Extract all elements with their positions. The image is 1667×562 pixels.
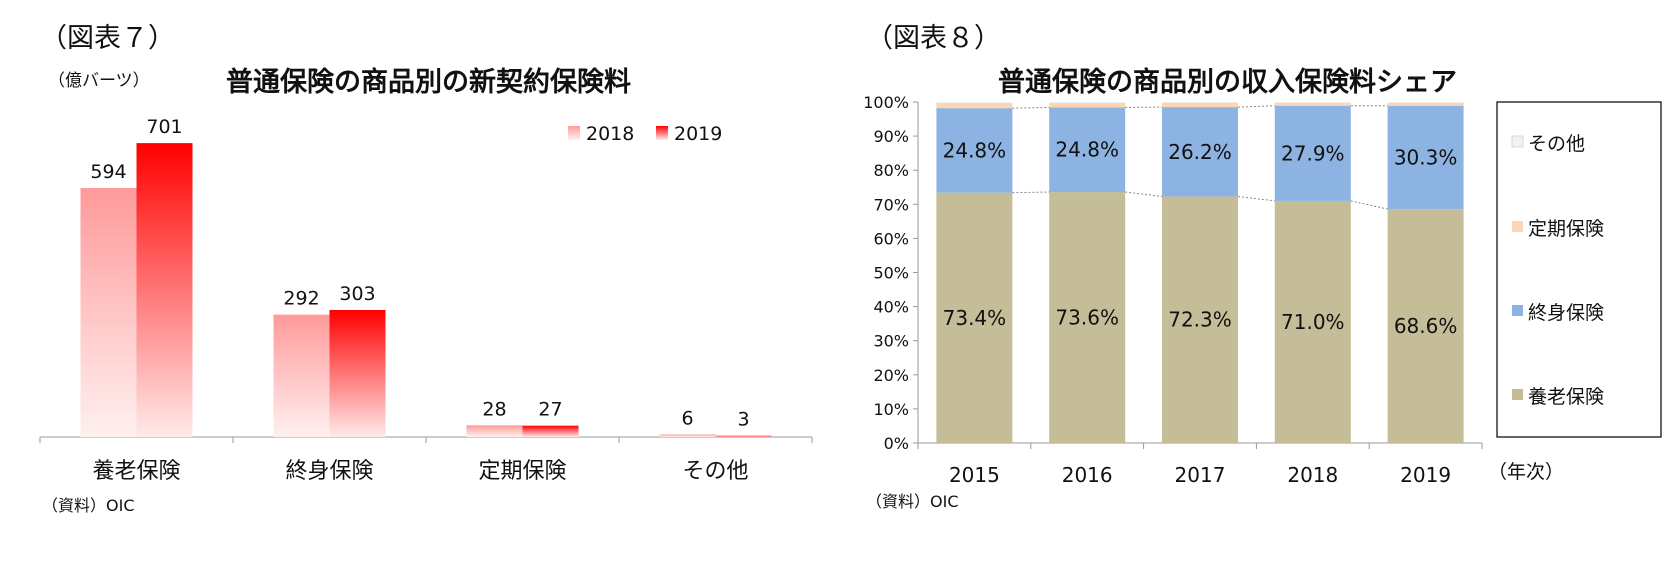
right-data-label: 71.0% xyxy=(1281,310,1345,334)
left-data-label: 292 xyxy=(283,288,319,310)
right-legend-label: 定期保険 xyxy=(1528,218,1604,240)
right-bar-定期保険 xyxy=(1274,102,1351,106)
left-legend-swatch-2018 xyxy=(568,126,580,140)
right-y-tick-label: 30% xyxy=(873,332,909,351)
right-y-tick-label: 60% xyxy=(873,229,909,248)
left-bar-2019 xyxy=(329,309,386,437)
right-bar-養老保険 xyxy=(1162,196,1238,443)
left-data-label: 28 xyxy=(482,398,506,420)
right-y-tick-label: 0% xyxy=(884,434,909,453)
right-source: （資料）OIC xyxy=(866,492,959,511)
left-bar-2019 xyxy=(522,425,579,437)
right-legend-swatch xyxy=(1511,135,1524,148)
right-y-tick-label: 70% xyxy=(873,195,909,214)
right-bar-終身保険 xyxy=(1387,105,1464,210)
left-data-label: 3 xyxy=(737,409,749,431)
left-legend-label: 2018 xyxy=(586,123,634,145)
right-legend-swatch xyxy=(1512,389,1523,400)
right-y-tick-label: 100% xyxy=(863,93,909,112)
right-bar-定期保険 xyxy=(936,103,1013,109)
right-y-tick-label: 10% xyxy=(873,400,909,419)
right-bar-定期保険 xyxy=(1049,103,1126,108)
right-category-label: 2018 xyxy=(1287,463,1338,487)
right-x-unit: （年次） xyxy=(1488,461,1564,483)
right-data-label: 30.3% xyxy=(1394,145,1458,169)
left-category-label: 終身保険 xyxy=(285,459,373,484)
right-category-label: 2016 xyxy=(1062,463,1113,487)
left-data-label: 27 xyxy=(538,399,562,421)
right-data-label: 73.6% xyxy=(1055,306,1119,330)
right-bar-終身保険 xyxy=(1274,105,1351,201)
left-category-label: 定期保険 xyxy=(478,459,566,484)
right-bar-養老保険 xyxy=(936,192,1013,443)
right-bar-その他 xyxy=(1162,102,1238,103)
left-bar-2018 xyxy=(466,425,523,437)
right-bar-養老保険 xyxy=(1387,209,1464,443)
right-y-tick-label: 40% xyxy=(873,298,909,317)
figure-label-7: （図表７） xyxy=(40,23,175,54)
right-y-tick-label: 20% xyxy=(873,366,909,385)
right-data-label: 26.2% xyxy=(1168,140,1232,164)
right-data-label: 72.3% xyxy=(1168,308,1232,332)
left-category-label: その他 xyxy=(682,459,748,484)
right-legend-swatch xyxy=(1512,221,1523,232)
left-data-label: 594 xyxy=(90,161,126,183)
right-bar-終身保険 xyxy=(936,108,1013,193)
right-data-label: 27.9% xyxy=(1281,141,1345,165)
left-bar-2019 xyxy=(715,435,772,437)
right-series-connector xyxy=(1125,191,1163,197)
right-category-label: 2015 xyxy=(949,463,1000,487)
right-category-label: 2017 xyxy=(1175,463,1226,487)
right-bar-その他 xyxy=(936,102,1013,104)
left-bar-2018 xyxy=(659,434,716,437)
right-legend-swatch xyxy=(1512,305,1523,316)
right-bar-終身保険 xyxy=(1162,107,1238,197)
right-bar-養老保険 xyxy=(1274,200,1351,443)
right-data-label: 24.8% xyxy=(943,138,1007,162)
right-bar-養老保険 xyxy=(1049,192,1126,443)
right-bar-定期保険 xyxy=(1162,102,1238,108)
right-y-tick-label: 80% xyxy=(873,161,909,180)
right-legend-box xyxy=(1496,101,1662,438)
unit-label: （億バーツ） xyxy=(48,71,150,91)
right-bar-その他 xyxy=(1387,102,1464,103)
left-source: （資料）OIC xyxy=(42,496,135,515)
right-series-connector xyxy=(1237,195,1275,202)
left-bar-2019 xyxy=(136,143,193,437)
left-data-label: 701 xyxy=(146,116,182,138)
right-legend-label: 養老保険 xyxy=(1528,386,1604,408)
left-data-label: 6 xyxy=(681,407,693,429)
left-chart-title: 普通保険の商品別の新契約保険料 xyxy=(226,67,631,98)
right-series-connector xyxy=(1350,200,1388,210)
left-category-label: 養老保険 xyxy=(92,459,180,484)
left-data-label: 303 xyxy=(339,283,375,305)
right-bar-その他 xyxy=(1049,102,1126,104)
right-series-connector xyxy=(1237,105,1275,108)
left-bar-2018 xyxy=(80,187,137,437)
right-data-label: 68.6% xyxy=(1394,314,1458,338)
right-legend-label: その他 xyxy=(1528,133,1585,155)
right-series-connector xyxy=(1012,191,1050,194)
left-legend-label: 2019 xyxy=(674,123,722,145)
right-y-tick-label: 50% xyxy=(873,264,909,283)
right-series-connector xyxy=(1012,106,1050,109)
right-y-tick-label: 90% xyxy=(873,127,909,146)
right-data-label: 73.4% xyxy=(943,306,1007,330)
right-bar-終身保険 xyxy=(1049,107,1126,193)
right-bar-定期保険 xyxy=(1387,102,1464,106)
right-bar-その他 xyxy=(1274,102,1351,103)
figure-label-8: （図表８） xyxy=(866,23,1001,54)
left-legend-swatch-2019 xyxy=(656,126,668,140)
right-category-label: 2019 xyxy=(1400,463,1451,487)
right-chart-title: 普通保険の商品別の収入保険料シェア xyxy=(998,67,1457,98)
right-legend-label: 終身保険 xyxy=(1528,302,1604,324)
right-data-label: 24.8% xyxy=(1055,138,1119,162)
left-bar-2018 xyxy=(273,314,330,437)
